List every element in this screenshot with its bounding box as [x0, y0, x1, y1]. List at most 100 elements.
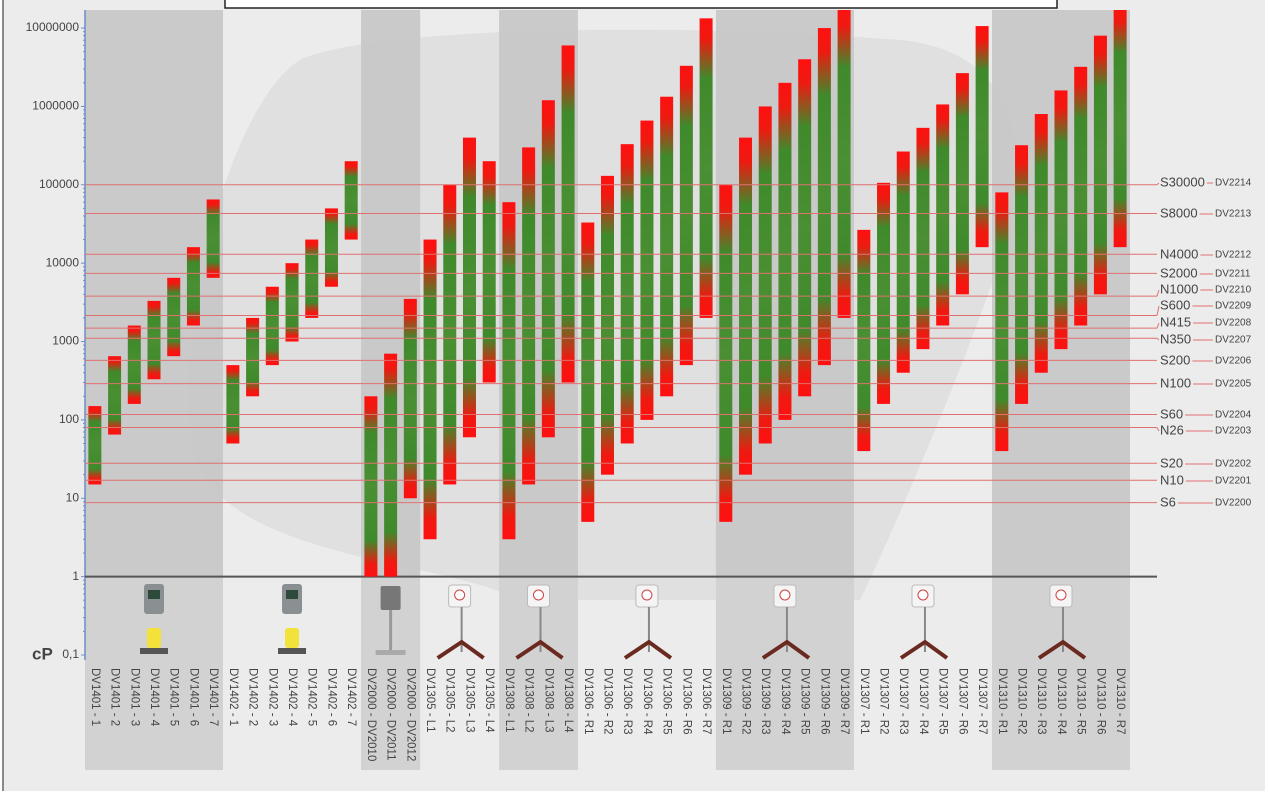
reference-code: DV2214 — [1215, 178, 1252, 189]
reference-code: DV2200 — [1215, 498, 1252, 509]
range-bar — [384, 353, 398, 577]
icon-dial — [532, 589, 544, 601]
range-bar — [423, 239, 437, 540]
instrument-icon — [761, 584, 811, 660]
reference-code: DV2206 — [1215, 356, 1252, 367]
range-bar — [778, 82, 792, 420]
range-bar — [739, 137, 753, 475]
reference-code: DV2213 — [1215, 209, 1252, 220]
range-bar — [1113, 10, 1127, 248]
instrument-icon — [436, 584, 485, 660]
x-tick-label: DV1306 - R6 — [680, 668, 692, 734]
icon-dial — [641, 589, 653, 601]
x-tick-label: DV1305 - L1 — [424, 668, 436, 733]
x-tick-label: DV1401 - 5 — [168, 668, 180, 726]
y-tick-label: 10000 — [46, 255, 80, 269]
x-tick-label: DV1402 - 1 — [227, 668, 239, 726]
range-bar — [443, 184, 457, 485]
icon-base — [278, 648, 307, 654]
reference-name: S6 — [1160, 494, 1176, 509]
icon-body — [380, 586, 401, 610]
reference-code: DV2208 — [1215, 318, 1252, 329]
title-box — [224, 0, 1058, 9]
range-bar — [837, 10, 851, 318]
reference-name: S2000 — [1160, 265, 1198, 280]
range-bar — [482, 161, 496, 383]
range-bar — [502, 202, 516, 540]
instrument-icon — [375, 586, 406, 655]
reference-code: DV2212 — [1215, 250, 1252, 261]
bars — [88, 10, 1127, 577]
range-bar — [857, 229, 871, 452]
leader — [1156, 337, 1160, 341]
x-tick-label: DV1308 - L2 — [523, 668, 535, 733]
x-tick-label: DV1402 - 2 — [247, 668, 259, 726]
range-bar — [324, 208, 338, 287]
reference-code: DV2210 — [1215, 285, 1252, 296]
group-band-lower — [715, 576, 854, 770]
reference-code: DV2205 — [1215, 379, 1252, 390]
instrument-icon — [140, 584, 169, 654]
range-bar — [462, 137, 476, 438]
leader — [1156, 305, 1160, 316]
x-tick-label: DV1306 - R5 — [661, 668, 673, 734]
range-bar — [975, 26, 989, 248]
range-bar — [541, 100, 555, 438]
range-bar — [817, 28, 831, 366]
range-bar — [877, 182, 891, 404]
x-tick-label: DV1307 - R6 — [956, 668, 968, 734]
reference-name: S200 — [1160, 352, 1190, 367]
x-tick-label: DV1401 - 7 — [207, 668, 219, 726]
x-tick-label: DV1306 - R3 — [621, 668, 633, 734]
icon-stand — [761, 639, 811, 660]
range-bar — [1054, 90, 1068, 350]
reference-name: N10 — [1160, 472, 1184, 487]
instrument-icon — [1037, 584, 1087, 660]
range-bar — [305, 239, 319, 318]
range-bar — [758, 106, 772, 444]
x-tick-label: DV1309 - R3 — [759, 668, 771, 734]
x-tick-label: DV1307 - R5 — [937, 668, 949, 734]
reference-code: DV2201 — [1215, 476, 1252, 487]
leader — [1156, 289, 1160, 297]
x-tick-label: DV1402 - 6 — [325, 668, 337, 726]
reference-name: S600 — [1160, 297, 1190, 312]
y-tick-label: 10 — [66, 490, 80, 504]
x-tick-label: DV1402 - 5 — [306, 668, 318, 726]
range-bar — [699, 18, 713, 318]
x-tick-label: DV1401 - 6 — [187, 668, 199, 726]
group-band-lower — [991, 576, 1130, 770]
x-tick-label: DV1306 - R1 — [582, 668, 594, 734]
x-tick-label: DV2000 - DV2010 — [365, 668, 377, 761]
range-bar — [936, 104, 950, 326]
instrument-icon — [515, 584, 564, 660]
icon-stand — [623, 639, 673, 660]
x-tick-label: DV1309 - R6 — [818, 668, 830, 734]
reference-name: S30000 — [1160, 174, 1205, 189]
x-tick-label: DV1309 - R7 — [838, 668, 850, 734]
range-bar — [167, 277, 181, 357]
range-bar — [364, 396, 378, 577]
y-tick-label: 100000 — [39, 177, 79, 191]
range-bar — [206, 199, 220, 278]
x-tick-label: DV1310 - R7 — [1114, 668, 1126, 734]
icon-cup — [147, 628, 162, 648]
x-tick-label: DV1307 - R2 — [878, 668, 890, 734]
x-tick-label: DV1308 - L1 — [503, 668, 515, 733]
icon-dial — [779, 589, 791, 601]
range-bar — [660, 96, 674, 397]
y-axis-label: cP — [32, 644, 53, 663]
leader — [1156, 182, 1160, 186]
x-tick-label: DV1402 - 4 — [286, 668, 298, 727]
reference-code: DV2204 — [1215, 410, 1252, 421]
x-tick-label: DV1310 - R4 — [1055, 668, 1067, 735]
group-band-lower — [499, 576, 578, 770]
instrument-icon — [623, 584, 673, 660]
icon-dial — [917, 589, 929, 601]
icon-dial — [454, 589, 466, 601]
reference-name: N100 — [1160, 375, 1191, 390]
y-tick-label: 100 — [59, 412, 79, 426]
range-bar — [896, 151, 910, 373]
range-bar — [679, 65, 693, 366]
y-tick-label: 0,1 — [62, 647, 79, 661]
